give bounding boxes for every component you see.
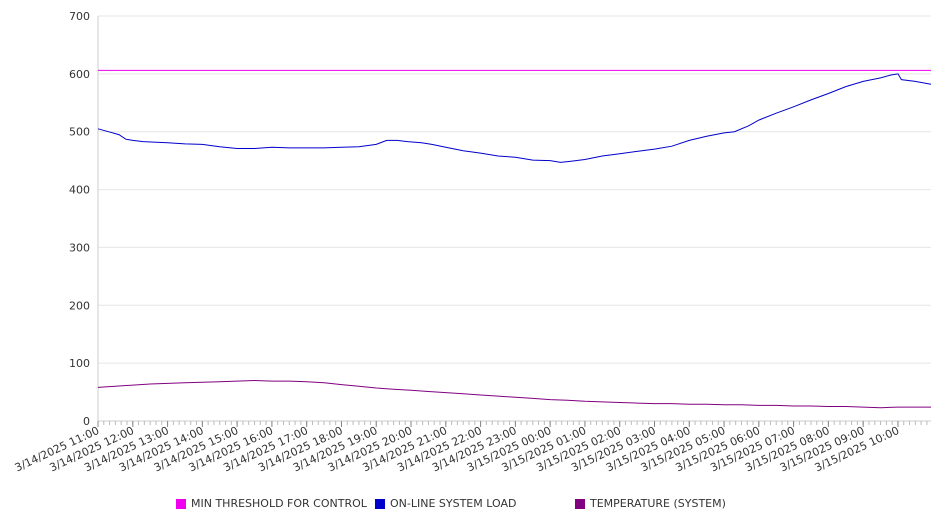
legend-swatch-system-load [375, 498, 385, 509]
series-line-system-load [97, 73, 932, 163]
y-tick-label: 600 [69, 68, 90, 81]
legend-item-min-threshold[interactable]: MIN THRESHOLD FOR CONTROL [176, 497, 367, 510]
y-tick-label: 200 [69, 299, 90, 312]
legend-label-temperature: TEMPERATURE (SYSTEM) [590, 497, 726, 510]
legend: MIN THRESHOLD FOR CONTROL ON-LINE SYSTEM… [0, 497, 946, 515]
legend-item-temperature[interactable]: TEMPERATURE (SYSTEM) [575, 497, 726, 510]
y-tick-label: 400 [69, 184, 90, 197]
y-tick-label: 300 [69, 241, 90, 254]
series-line-temperature [97, 379, 931, 409]
y-tick-label: 700 [69, 10, 90, 23]
legend-item-system-load[interactable]: ON-LINE SYSTEM LOAD [375, 497, 516, 510]
y-tick-label: 100 [69, 357, 90, 370]
y-tick-label: 0 [83, 415, 90, 428]
y-tick-label: 500 [69, 126, 90, 139]
legend-swatch-min-threshold [176, 498, 186, 509]
series-lines [97, 69, 932, 409]
grid-lines [98, 15, 931, 422]
legend-swatch-temperature [575, 498, 585, 509]
y-axis: 0 100 200 300 400 500 600 700 [69, 10, 99, 428]
legend-label-system-load: ON-LINE SYSTEM LOAD [390, 497, 517, 510]
legend-label-min-threshold: MIN THRESHOLD FOR CONTROL [191, 497, 367, 510]
x-axis: 3/14/2025 11:003/14/2025 12:003/14/2025 … [13, 420, 931, 474]
